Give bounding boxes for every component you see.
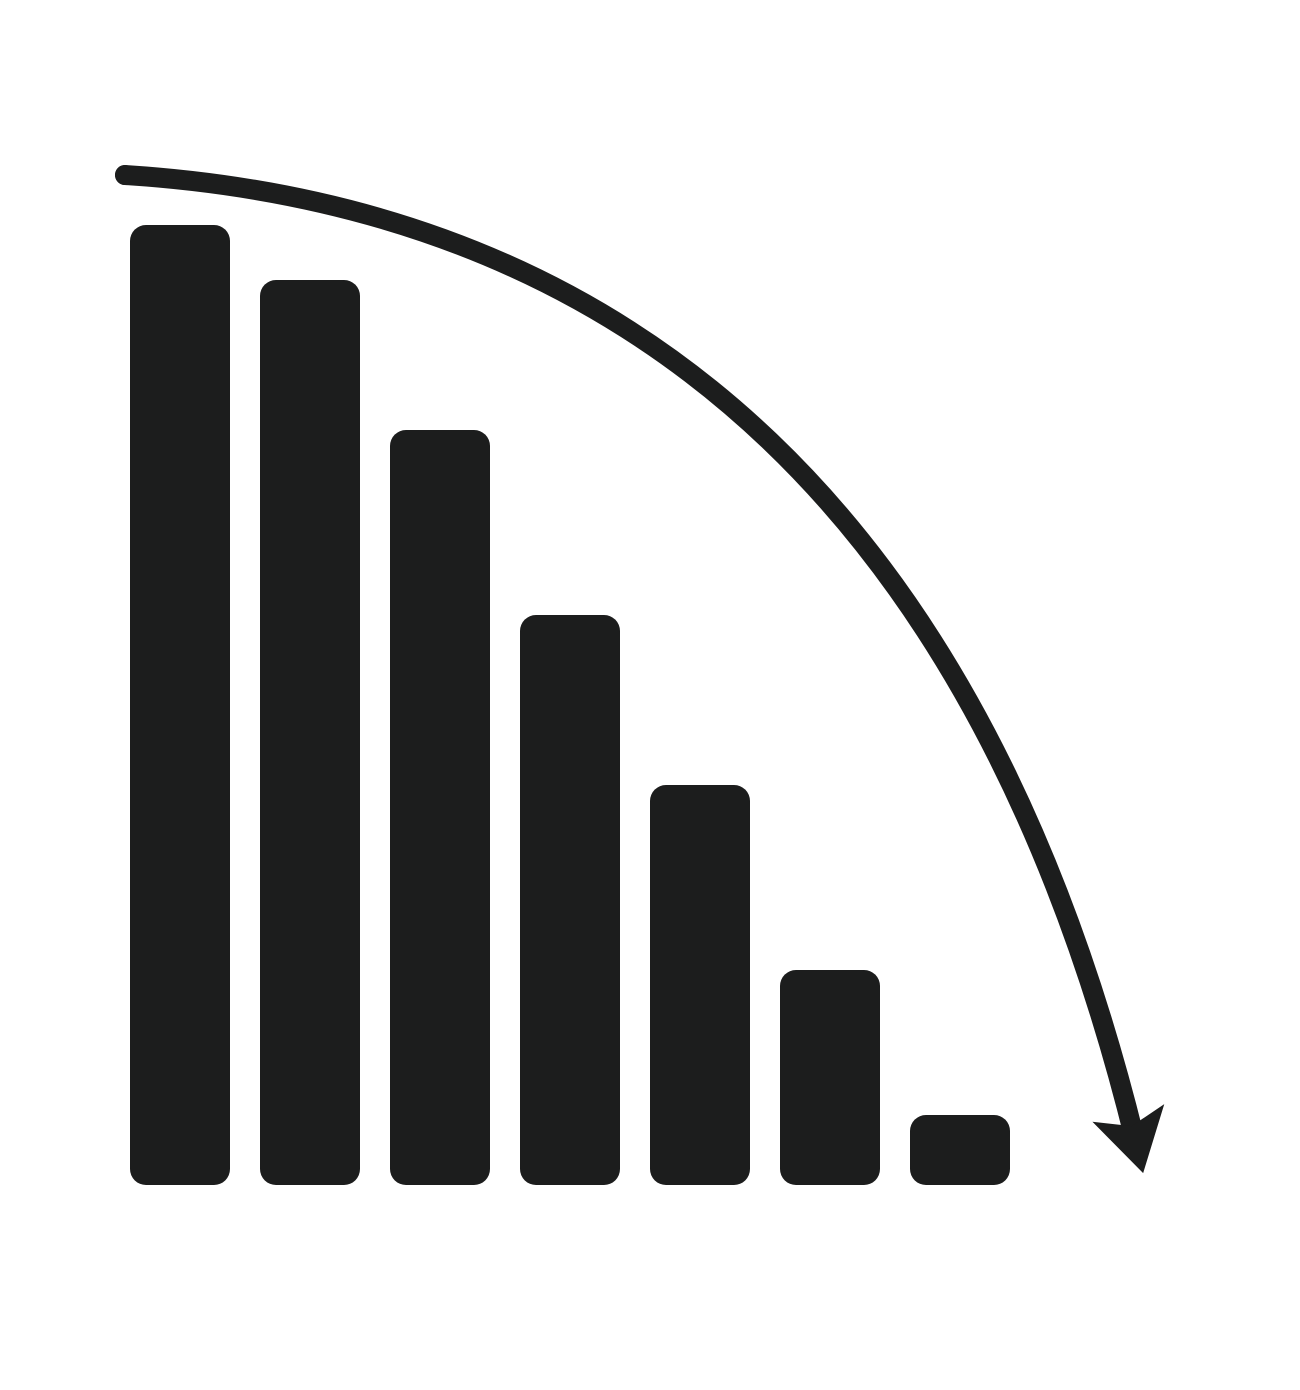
downtrend-arrow-icon — [0, 0, 1300, 1390]
